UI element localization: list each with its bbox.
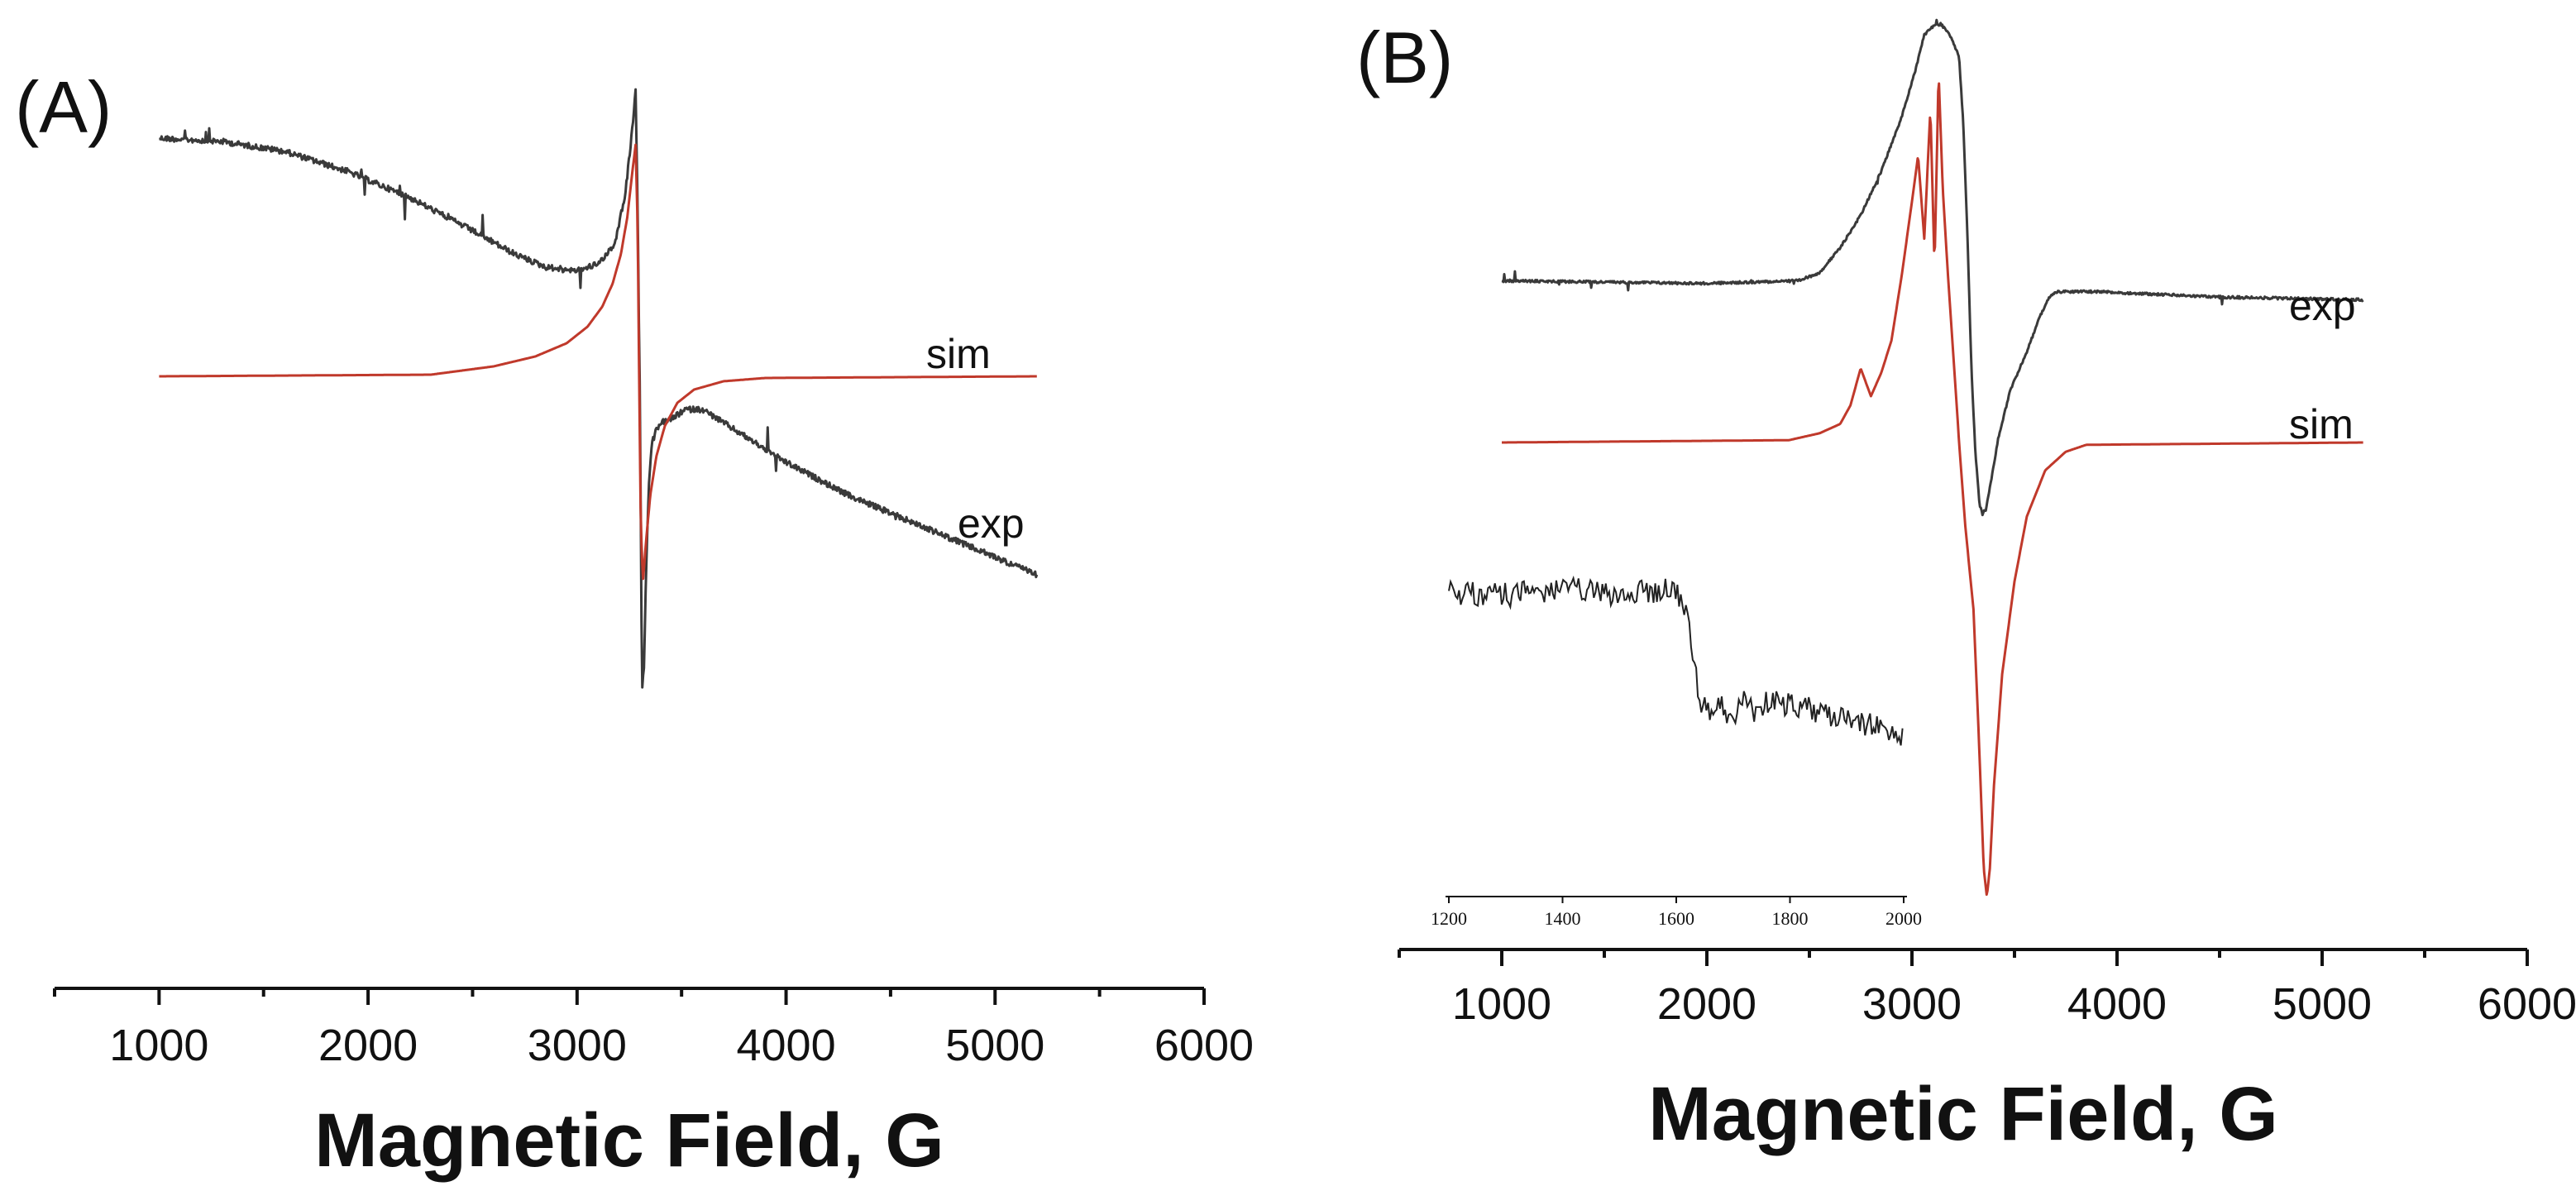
panel-a-exp-label: exp xyxy=(958,500,1025,547)
x-tick-label: 2000 xyxy=(1657,979,1756,1029)
panel-b-label: (B) xyxy=(1356,17,1453,98)
panel-a-sim-label: sim xyxy=(926,331,991,377)
series-exp-line xyxy=(1501,18,2364,517)
inset-x-tick-label: 1200 xyxy=(1431,908,1467,929)
x-tick-label: 3000 xyxy=(1862,979,1962,1029)
inset-x-tick-label: 1600 xyxy=(1658,908,1694,929)
x-tick-label: 3000 xyxy=(528,1021,627,1070)
series-exp-line xyxy=(158,88,1039,689)
panel-b-x-ticks: 1000 2000 3000 4000 5000 6000 xyxy=(1398,949,2576,1029)
x-tick-label: 5000 xyxy=(945,1021,1044,1070)
x-tick-label: 1000 xyxy=(1452,979,1551,1029)
x-tick-label: 4000 xyxy=(736,1021,835,1070)
x-tick-label: 6000 xyxy=(2478,979,2576,1029)
inset-x-ticks: 1200 1400 1600 1800 2000 xyxy=(1431,897,1922,929)
panel-b-x-axis-title: Magnetic Field, G xyxy=(1648,1072,2278,1156)
panel-a-x-ticks: 1000 2000 3000 4000 5000 6000 xyxy=(53,988,1254,1070)
panel-a-plot-area xyxy=(158,88,1039,689)
inset-x-tick-label: 1800 xyxy=(1772,908,1809,929)
panel-b-exp-label: exp xyxy=(2289,283,2356,329)
inset-plot-area xyxy=(1448,575,1904,746)
panel-b-plot-area xyxy=(1501,18,2364,897)
panel-a-label: (A) xyxy=(15,66,112,148)
x-tick-label: 4000 xyxy=(2067,979,2167,1029)
panel-b-inset: 1200 1400 1600 1800 2000 xyxy=(1431,575,1922,929)
x-tick-label: 5000 xyxy=(2273,979,2372,1029)
inset-x-tick-label: 2000 xyxy=(1885,908,1922,929)
inset-series-line xyxy=(1448,575,1904,746)
panel-b: (B) 1000 2000 3000 4000 5000 6000 exp sim Mag… xyxy=(1356,17,2576,1156)
x-tick-label: 6000 xyxy=(1154,1021,1254,1070)
series-sim-line xyxy=(1501,82,2364,897)
inset-x-tick-label: 1400 xyxy=(1545,908,1581,929)
x-tick-label: 2000 xyxy=(318,1021,418,1070)
x-tick-label: 1000 xyxy=(109,1021,208,1070)
panel-a-x-axis-title: Magnetic Field, G xyxy=(314,1098,944,1183)
series-sim-line xyxy=(158,143,1038,581)
panel-a: (A) 1000 2000 3000 4000 5000 6000 sim exp Mag… xyxy=(15,66,1254,1183)
panel-b-sim-label: sim xyxy=(2289,401,2354,447)
